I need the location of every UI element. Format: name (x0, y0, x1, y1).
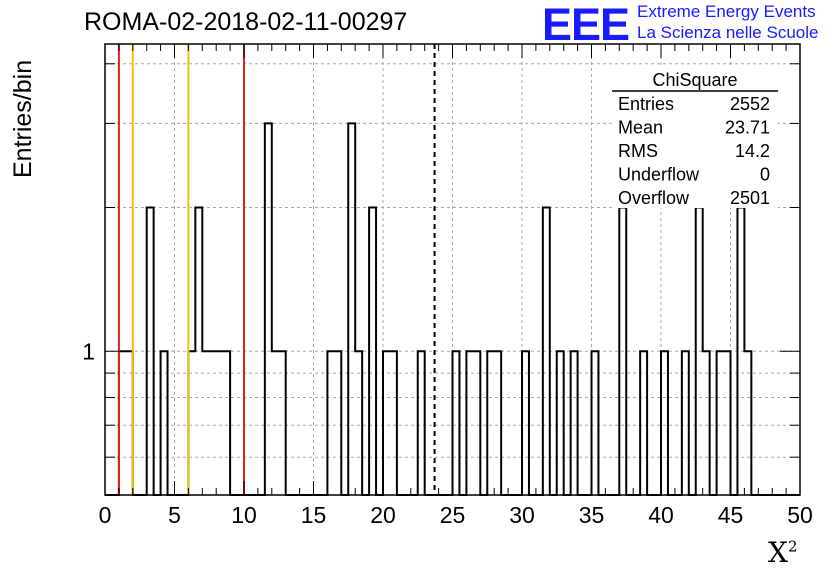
logo-caption-line1: Extreme Energy Events (637, 2, 816, 21)
x-tick-label: 40 (648, 502, 674, 528)
chart-title: ROMA-02-2018-02-11-00297 (84, 8, 408, 36)
x-axis-label-superscript: 2 (787, 537, 798, 556)
x-tick-label: 0 (99, 502, 112, 528)
stats-row-label: Entries (618, 94, 674, 114)
x-tick-label: 35 (579, 502, 605, 528)
eee-logo: EEE (542, 0, 630, 50)
histogram-bin (265, 123, 272, 495)
x-tick-label: 20 (370, 502, 396, 528)
stats-row-label: Underflow (618, 165, 700, 185)
x-tick-label: 10 (231, 502, 257, 528)
stats-row-label: Mean (618, 118, 663, 138)
stats-box-title: ChiSquare (652, 70, 737, 90)
y-tick-label: 1 (82, 338, 95, 364)
x-tick-label: 5 (168, 502, 181, 528)
histogram-bin (348, 123, 355, 495)
stats-row-value: 2552 (730, 94, 770, 114)
logo-caption-line2: La Scienza nelle Scuole (637, 23, 819, 42)
x-tick-label: 50 (787, 502, 813, 528)
stats-row-label: RMS (618, 141, 658, 161)
stats-row-value: 2501 (730, 188, 770, 208)
stats-row-value: 0 (760, 165, 770, 185)
x-tick-label: 15 (301, 502, 327, 528)
x-tick-label: 25 (440, 502, 466, 528)
x-axis-label-base: X (768, 536, 788, 569)
stats-row-value: 23.71 (725, 118, 770, 138)
x-tick-label: 30 (509, 502, 535, 528)
stats-row-value: 14.2 (735, 141, 770, 161)
x-tick-label: 45 (718, 502, 744, 528)
x-axis-label: X2 (768, 536, 797, 569)
stats-row-label: Overflow (618, 188, 690, 208)
